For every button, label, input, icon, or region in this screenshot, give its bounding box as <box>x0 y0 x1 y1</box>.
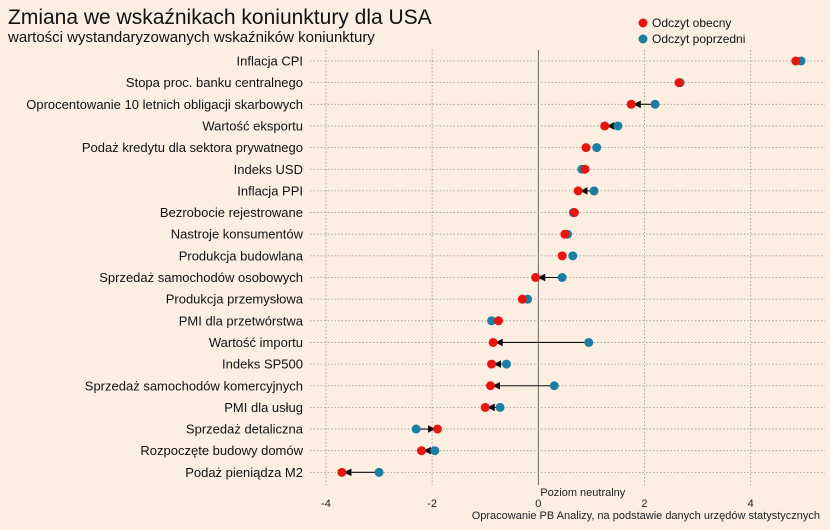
dot-current <box>531 273 541 282</box>
dot-current <box>486 381 496 391</box>
dot-previous <box>374 467 384 477</box>
dot-previous <box>650 99 660 109</box>
dot-previous <box>589 186 599 196</box>
dot-previous <box>501 359 511 369</box>
dot-current <box>791 56 801 66</box>
category-label: Sprzedaż detaliczna <box>186 422 304 437</box>
dot-current <box>557 251 567 261</box>
dot-current <box>493 316 503 326</box>
category-label: PMI dla przetwórstwa <box>179 313 304 328</box>
dot-previous <box>549 381 559 391</box>
x-tick-label: -2 <box>427 498 437 510</box>
dot-current <box>517 294 527 304</box>
legend-label-previous: Odczyt poprzedni <box>652 32 745 46</box>
category-label: Produkcja budowlana <box>179 248 304 263</box>
x-tick-label: 4 <box>748 498 754 510</box>
dot-previous <box>495 402 505 412</box>
dot-current <box>432 424 442 434</box>
category-label: Wartość importu <box>209 335 303 350</box>
category-label: Podaż kredytu dla sektora prywatnego <box>82 140 303 155</box>
neutral-level-annotation: Poziom neutralny <box>540 487 625 499</box>
dot-current <box>560 229 570 239</box>
category-label: Wartość eksportu <box>202 118 303 133</box>
dot-previous <box>557 273 567 282</box>
dot-current <box>600 121 610 131</box>
dot-previous <box>487 316 497 326</box>
legend: Odczyt obecny Odczyt poprzedni <box>638 16 745 46</box>
dot-current <box>487 359 497 369</box>
chart-subtitle: wartości wystandaryzowanych wskaźników k… <box>7 29 375 46</box>
category-label: Inflacja CPI <box>237 54 303 69</box>
category-label: Indeks USD <box>234 162 303 177</box>
category-label: PMI dla usług <box>224 400 303 415</box>
data-marks <box>337 56 806 477</box>
dot-current <box>416 446 426 456</box>
category-label: Podaż pieniądza M2 <box>185 465 303 480</box>
dot-current <box>480 402 490 412</box>
category-label: Bezrobocie rejestrowane <box>160 205 303 220</box>
dot-previous <box>568 251 578 261</box>
x-tick-label: 2 <box>641 498 647 510</box>
dot-current <box>573 186 583 196</box>
category-label: Sprzedaż samochodów komercyjnych <box>85 378 303 393</box>
legend-label-current: Odczyt obecny <box>652 16 731 30</box>
legend-marker-current <box>638 18 648 28</box>
category-label: Indeks SP500 <box>222 357 303 372</box>
category-label: Produkcja przemysłowa <box>166 292 304 307</box>
dot-current <box>580 164 590 174</box>
category-label: Sprzedaż samochodów osobowych <box>99 270 303 285</box>
x-axis-ticks: -4 -2 0 2 4 <box>321 498 754 510</box>
category-label: Stopa proc. banku centralnego <box>126 75 303 90</box>
source-note: Opracowanie PB Analizy, na podstawie dan… <box>472 510 820 522</box>
dot-current <box>488 337 498 347</box>
dot-current <box>337 467 347 477</box>
dot-current <box>581 143 591 153</box>
category-label: Inflacja PPI <box>237 183 303 198</box>
dot-current <box>626 99 636 109</box>
category-label: Oprocentowanie 10 letnich obligacji skar… <box>26 97 303 112</box>
category-labels: Inflacja CPI Stopa proc. banku centralneg… <box>26 54 304 480</box>
category-label: Nastroje konsumentów <box>171 227 304 242</box>
grid-layer <box>310 50 825 485</box>
category-label: Rozpoczęte budowy domów <box>140 443 303 458</box>
dot-current <box>569 208 579 218</box>
dot-previous <box>430 446 440 456</box>
dot-previous <box>584 337 594 347</box>
chart-title: Zmiana we wskaźnikach koniunktury dla US… <box>8 6 432 29</box>
dot-current <box>674 78 684 88</box>
x-tick-label: -4 <box>321 498 331 510</box>
dot-previous <box>613 121 623 131</box>
x-tick-label: 0 <box>535 498 541 510</box>
dot-previous <box>411 424 421 434</box>
dot-previous <box>592 143 602 153</box>
legend-marker-previous <box>638 34 648 44</box>
